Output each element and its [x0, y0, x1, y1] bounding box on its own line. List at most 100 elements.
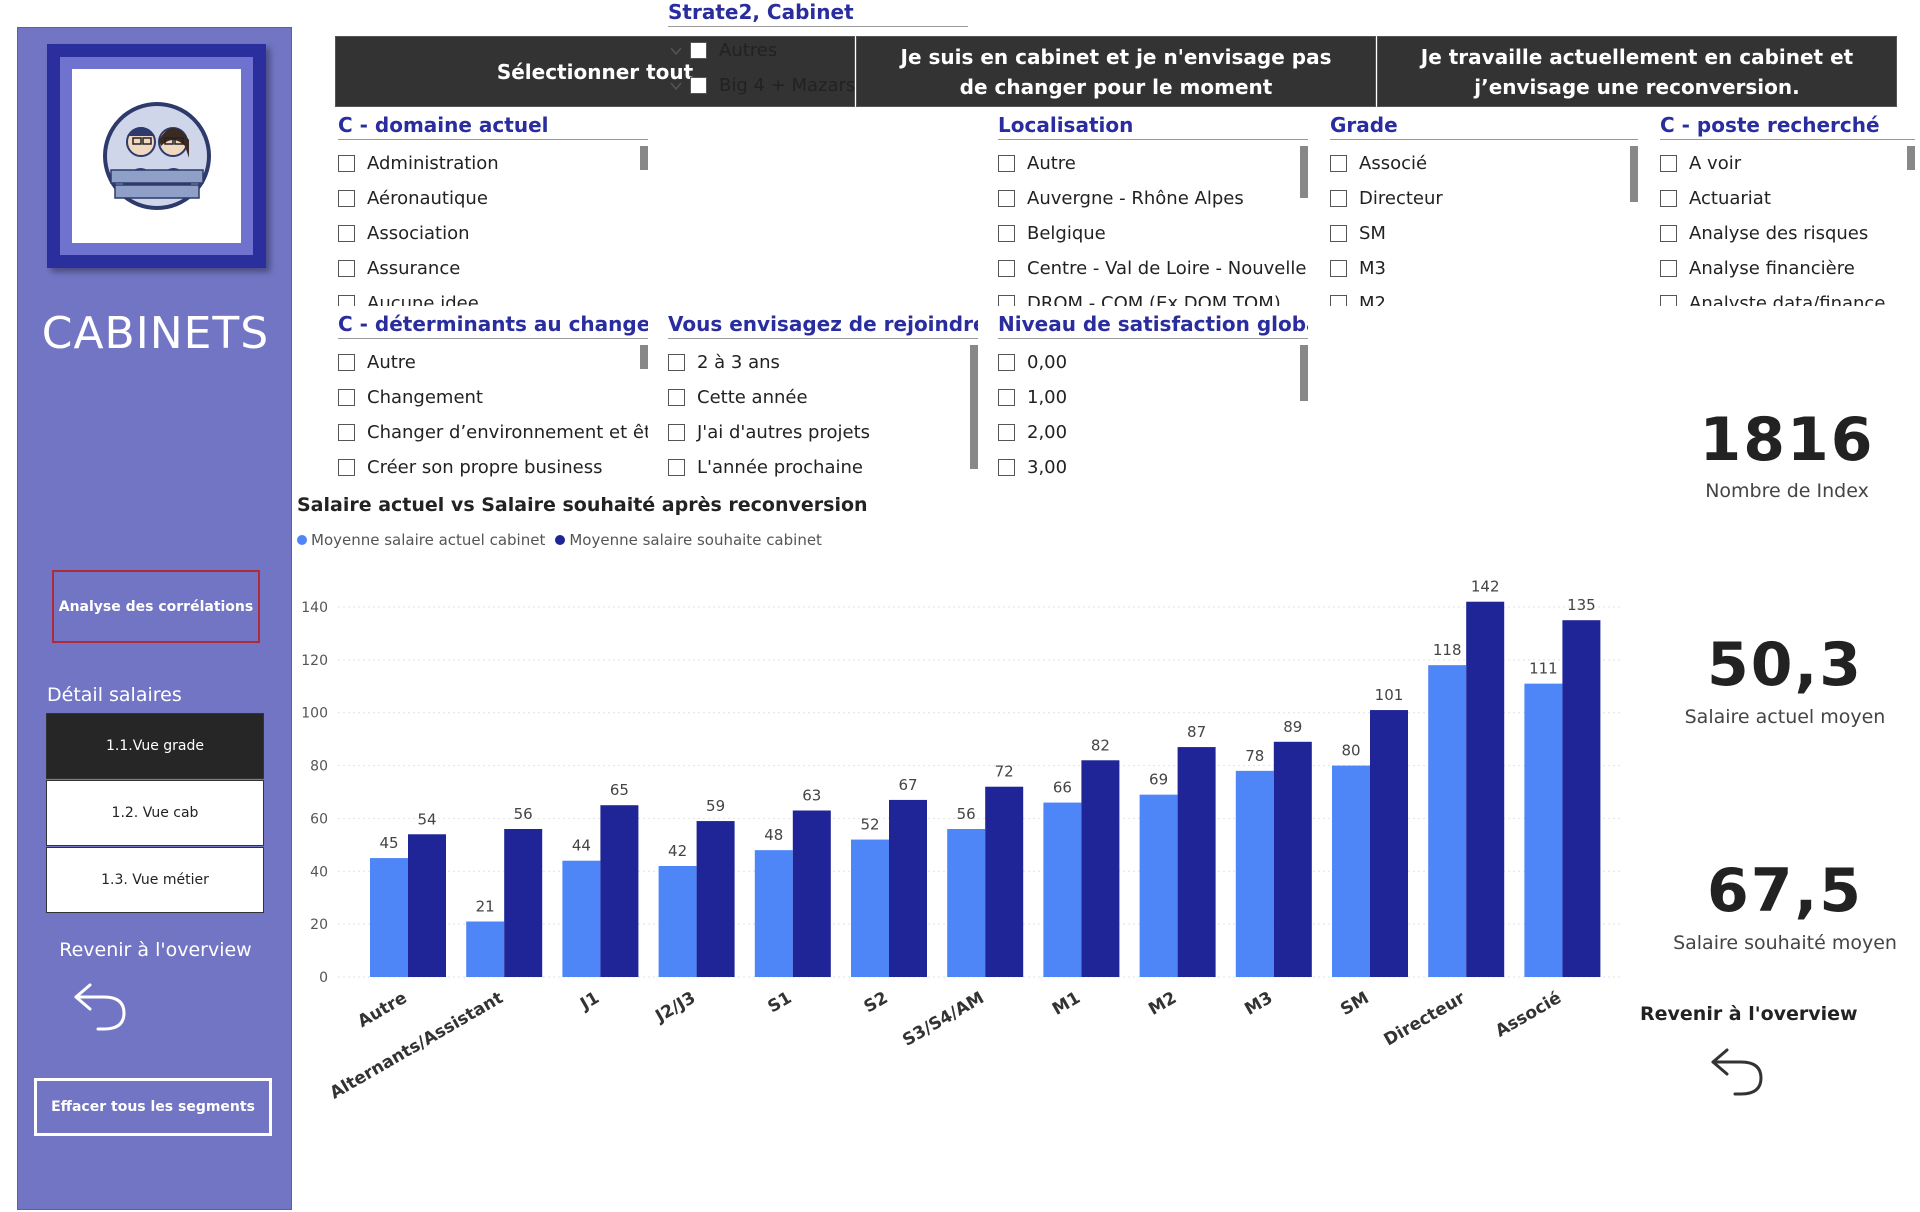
checkbox[interactable]	[1660, 260, 1677, 277]
bar[interactable]	[851, 839, 889, 977]
checkbox[interactable]	[998, 389, 1015, 406]
back-arrow-icon[interactable]	[68, 973, 130, 1039]
bar[interactable]	[792, 810, 831, 978]
checkbox[interactable]	[998, 354, 1015, 371]
list-item[interactable]: Analyste data/finance	[1660, 286, 1915, 306]
nav-vue-grade-button[interactable]: 1.1.Vue grade	[46, 713, 264, 779]
bar[interactable]	[1562, 620, 1601, 977]
list-item[interactable]: Changer d’environnement et êt...	[338, 415, 648, 450]
checkbox[interactable]	[338, 459, 355, 476]
checkbox[interactable]	[338, 225, 355, 242]
list-item[interactable]: J'ai d'autres projets	[668, 415, 978, 450]
bar[interactable]	[658, 866, 697, 977]
list-item[interactable]: Analyse financière	[1660, 251, 1915, 286]
checkbox[interactable]	[998, 459, 1015, 476]
list-item[interactable]: M2	[1330, 286, 1638, 306]
scrollbar[interactable]	[1630, 146, 1638, 202]
list-item[interactable]: Administration	[338, 146, 648, 181]
checkbox[interactable]	[668, 389, 685, 406]
scrollbar[interactable]	[640, 345, 648, 369]
checkbox[interactable]	[998, 190, 1015, 207]
list-item[interactable]: 3,00	[998, 450, 1308, 485]
checkbox[interactable]	[668, 424, 685, 441]
list-item[interactable]: Créer son propre business	[338, 450, 648, 485]
bar[interactable]	[1370, 710, 1408, 977]
list-item[interactable]: Aéronautique	[338, 181, 648, 216]
scrollbar[interactable]	[1300, 146, 1308, 198]
bar[interactable]	[696, 821, 735, 977]
nav-vue-metier-button[interactable]: 1.3. Vue métier	[46, 847, 264, 913]
bar[interactable]	[1235, 770, 1274, 977]
checkbox[interactable]	[690, 77, 707, 94]
legend-item[interactable]: Moyenne salaire souhaite cabinet	[555, 531, 822, 549]
list-item[interactable]: Autre	[998, 146, 1308, 181]
checkbox[interactable]	[338, 424, 355, 441]
checkbox[interactable]	[1330, 225, 1347, 242]
list-item[interactable]: Directeur	[1330, 181, 1638, 216]
list-item[interactable]: 2 à 3 ans	[668, 345, 978, 380]
list-item[interactable]: 2,00	[998, 415, 1308, 450]
nav-vue-cab-button[interactable]: 1.2. Vue cab	[46, 780, 264, 846]
list-item[interactable]: Big 4 + Mazars	[668, 68, 968, 103]
list-item[interactable]: Changement	[338, 380, 648, 415]
checkbox[interactable]	[1330, 295, 1347, 306]
checkbox[interactable]	[1660, 155, 1677, 172]
list-item[interactable]: SM	[1330, 216, 1638, 251]
select-all-button[interactable]: Sélectionner tout	[335, 36, 855, 107]
bar[interactable]	[985, 786, 1024, 977]
checkbox[interactable]	[668, 354, 685, 371]
checkbox[interactable]	[690, 42, 707, 59]
list-item[interactable]: L'année prochaine	[668, 450, 978, 485]
bar[interactable]	[754, 850, 793, 977]
list-item[interactable]: 0,00	[998, 345, 1308, 380]
checkbox[interactable]	[338, 260, 355, 277]
checkbox[interactable]	[998, 295, 1015, 306]
list-item[interactable]: Auvergne - Rhône Alpes	[998, 181, 1308, 216]
checkbox[interactable]	[338, 389, 355, 406]
bar[interactable]	[408, 834, 446, 977]
checkbox[interactable]	[1330, 190, 1347, 207]
list-item[interactable]: Actuariat	[1660, 181, 1915, 216]
list-item[interactable]: Associé	[1330, 146, 1638, 181]
checkbox[interactable]	[1660, 225, 1677, 242]
list-item[interactable]: M3	[1330, 251, 1638, 286]
scrollbar[interactable]	[970, 345, 978, 469]
checkbox[interactable]	[998, 260, 1015, 277]
bar[interactable]	[1043, 802, 1082, 977]
bar[interactable]	[1177, 747, 1216, 977]
list-item[interactable]: Assurance	[338, 251, 648, 286]
bar[interactable]	[889, 799, 927, 977]
checkbox[interactable]	[998, 225, 1015, 242]
list-item[interactable]: Centre - Val de Loire - Nouvelle...	[998, 251, 1308, 286]
list-item[interactable]: 1,00	[998, 380, 1308, 415]
bar[interactable]	[1139, 794, 1178, 977]
list-item[interactable]: Autre	[338, 345, 648, 380]
checkbox[interactable]	[998, 155, 1015, 172]
bar[interactable]	[947, 829, 986, 977]
correlations-button[interactable]: Analyse des corrélations	[52, 570, 260, 643]
list-item[interactable]: Association	[338, 216, 648, 251]
bar[interactable]	[600, 805, 639, 977]
checkbox[interactable]	[998, 424, 1015, 441]
chevron-down-icon[interactable]	[670, 45, 682, 57]
scrollbar[interactable]	[1907, 146, 1915, 170]
legend-item[interactable]: Moyenne salaire actuel cabinet	[297, 531, 545, 549]
bar[interactable]	[1081, 760, 1120, 977]
bar[interactable]	[1332, 765, 1370, 977]
list-item[interactable]: Autres	[668, 33, 968, 68]
checkbox[interactable]	[338, 295, 355, 306]
back-arrow-icon[interactable]	[1705, 1038, 1767, 1104]
checkbox[interactable]	[1660, 295, 1677, 306]
list-item[interactable]: Cette année	[668, 380, 978, 415]
list-item[interactable]: Aucune idee	[338, 286, 648, 306]
bar[interactable]	[1466, 601, 1505, 977]
checkbox[interactable]	[338, 155, 355, 172]
checkbox[interactable]	[1330, 260, 1347, 277]
checkbox[interactable]	[1660, 190, 1677, 207]
list-item[interactable]: A voir	[1660, 146, 1915, 181]
bar[interactable]	[562, 860, 601, 977]
bar[interactable]	[1524, 683, 1563, 977]
chevron-down-icon[interactable]	[670, 80, 682, 92]
clear-segments-button[interactable]: Effacer tous les segments	[34, 1078, 272, 1136]
bar[interactable]	[1428, 665, 1467, 977]
